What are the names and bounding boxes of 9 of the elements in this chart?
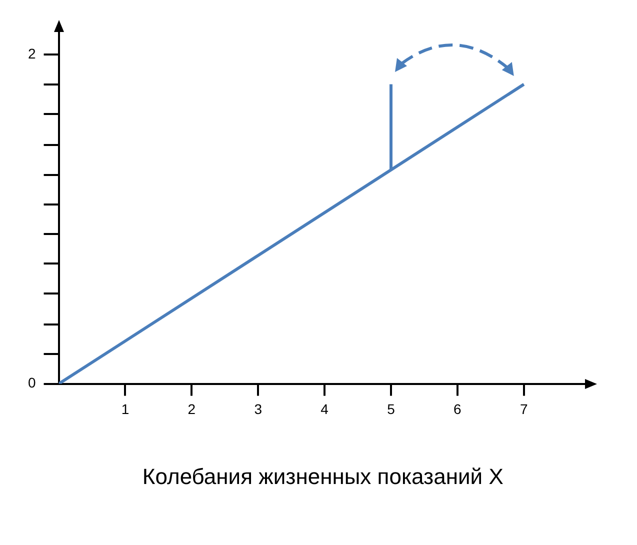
- x-tick-label: 4: [320, 401, 329, 418]
- x-axis-title: Колебания жизненных показаний X: [142, 464, 504, 489]
- x-tick-label: 5: [387, 401, 396, 418]
- x-tick-label: 6: [454, 401, 462, 418]
- x-tick-label: 3: [254, 401, 262, 418]
- x-tick-label: 7: [520, 401, 528, 418]
- x-tick-label: 1: [121, 401, 130, 418]
- x-tick-label: 2: [188, 401, 196, 418]
- y-tick-label: 0: [28, 374, 36, 391]
